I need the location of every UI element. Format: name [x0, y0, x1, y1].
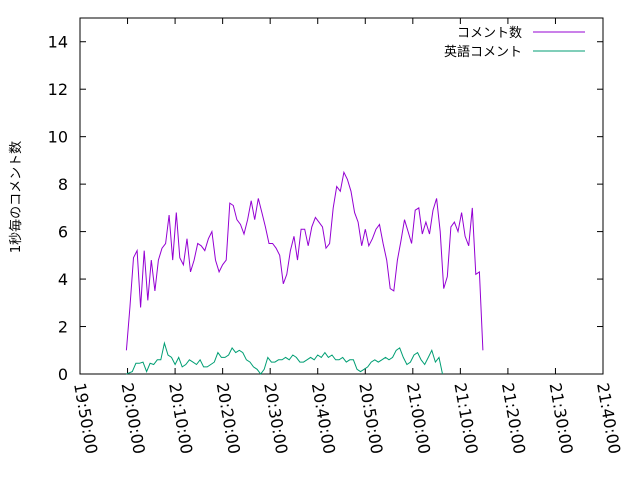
- y-tick-label: 12: [48, 80, 68, 99]
- y-axis: 0 2 4 6 8 10 12 14: [48, 33, 603, 384]
- x-tick-label: 20:10:00: [165, 381, 196, 455]
- x-tick-label: 20:50:00: [355, 381, 386, 455]
- series-group: [125, 170, 484, 375]
- x-tick-label: 20:20:00: [213, 381, 244, 455]
- legend-label-1: 英語コメント: [444, 44, 522, 60]
- x-axis: 19:50:00 20:00:00 20:10:00 20:20:00 20:30:00…: [70, 18, 624, 455]
- y-axis-label: 1秒毎のコメント数: [8, 141, 24, 253]
- x-tick-label: 21:20:00: [498, 381, 529, 455]
- x-tick-label: 21:10:00: [450, 381, 481, 455]
- y-tick-label: 8: [58, 175, 68, 194]
- x-tick-label: 19:50:00: [70, 381, 101, 455]
- x-tick-label: 21:30:00: [546, 381, 577, 455]
- y-tick-label: 10: [48, 128, 68, 147]
- x-tick-label: 20:30:00: [260, 381, 291, 455]
- x-tick-label: 21:00:00: [403, 381, 434, 455]
- y-tick-label: 6: [58, 223, 68, 242]
- x-tick-label: 20:00:00: [118, 381, 149, 455]
- series-line-0: [125, 170, 484, 351]
- y-tick-label: 4: [58, 270, 68, 289]
- y-tick-label: 2: [58, 318, 68, 337]
- y-tick-label: 0: [58, 365, 68, 384]
- x-tick-label: 20:40:00: [308, 381, 339, 455]
- legend-label-0: コメント数: [457, 26, 522, 41]
- y-tick-label: 14: [48, 33, 68, 52]
- plot-border: [79, 17, 604, 375]
- x-tick-label: 21:40:00: [593, 381, 624, 455]
- series-line-1: [126, 341, 443, 375]
- plot-frame: [79, 17, 604, 375]
